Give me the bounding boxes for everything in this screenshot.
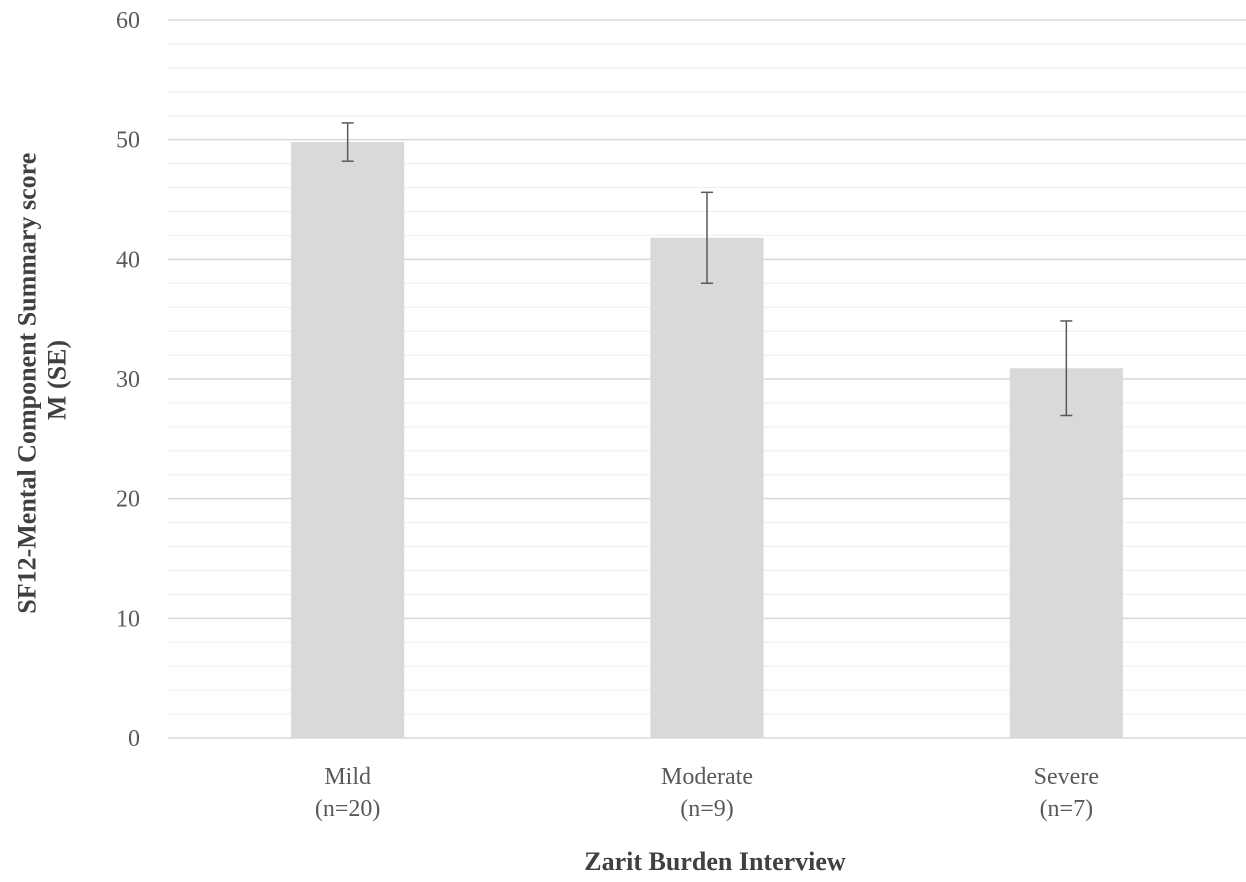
x-category-label: Mild: [324, 764, 371, 790]
bar: [650, 237, 764, 738]
y-tick-label: 0: [128, 726, 140, 752]
y-tick-label: 10: [116, 606, 140, 632]
y-tick-label: 30: [116, 367, 140, 393]
bars: [291, 142, 1123, 738]
x-category-sample-size: (n=20): [315, 796, 381, 822]
error-bars: [341, 122, 1073, 417]
x-category-label: Moderate: [661, 764, 753, 790]
bar: [291, 142, 405, 738]
y-tick-label: 40: [116, 247, 140, 273]
y-axis-title: SF12-Mental Component Summary score M (S…: [12, 146, 71, 613]
x-category-sample-size: (n=7): [1040, 796, 1094, 822]
y-tick-label: 20: [116, 487, 140, 513]
x-category-sample-size: (n=9): [680, 796, 734, 822]
bar: [1009, 368, 1123, 738]
y-tick-label: 60: [116, 8, 140, 34]
y-axis-title-line-1: SF12-Mental Component Summary score: [12, 153, 41, 614]
x-category-label: Severe: [1034, 764, 1099, 790]
y-tick-labels: 0 10 20 30 40 50 60: [116, 8, 140, 752]
x-category-labels: Mild (n=20) Moderate (n=9) Severe (n=7): [315, 764, 1099, 822]
y-axis-title-line-2: M (SE): [42, 340, 71, 420]
y-tick-label: 50: [116, 128, 140, 154]
x-axis-title: Zarit Burden Interview: [584, 847, 846, 876]
